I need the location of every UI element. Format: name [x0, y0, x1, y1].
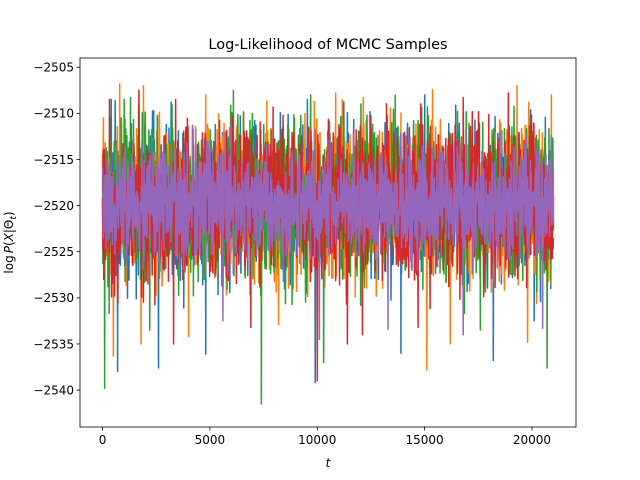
- y-label-close: ): [2, 211, 16, 216]
- y-label-p: P: [2, 245, 16, 253]
- y-label-log: log: [2, 255, 16, 273]
- x-axis: 0 5000 10000 15000 20000: [99, 427, 551, 447]
- y-label-sub: t: [9, 216, 19, 220]
- y-axis-label: log P(X|Θt): [2, 211, 19, 273]
- y-tick-label: −2525: [33, 245, 74, 259]
- x-tick-label: 0: [99, 433, 107, 447]
- y-label-open: (: [2, 241, 16, 246]
- x-tick-label: 10000: [298, 433, 336, 447]
- series-layer: [101, 83, 555, 405]
- plot-frame: [79, 57, 577, 428]
- x-axis-label: t: [326, 456, 332, 470]
- y-label-theta: Θ: [2, 220, 16, 229]
- y-tick-label: −2530: [33, 291, 74, 305]
- y-label-bar: |: [2, 229, 16, 233]
- y-tick-label: −2540: [33, 383, 74, 397]
- series-line-5: [101, 124, 555, 341]
- y-tick-label: −2505: [33, 61, 74, 75]
- chart-title: Log-Likelihood of MCMC Samples: [208, 37, 447, 53]
- x-tick-label: 15000: [406, 433, 444, 447]
- y-axis: −2540 −2535 −2530 −2525 −2520 −2515 −2510 −2505: [33, 61, 80, 397]
- x-tick-label: 20000: [513, 433, 551, 447]
- y-label-x: X: [2, 232, 16, 242]
- y-tick-label: −2520: [33, 199, 74, 213]
- y-tick-label: −2515: [33, 153, 74, 167]
- y-tick-label: −2535: [33, 337, 74, 351]
- y-tick-label: −2510: [33, 107, 74, 121]
- x-tick-label: 5000: [195, 433, 226, 447]
